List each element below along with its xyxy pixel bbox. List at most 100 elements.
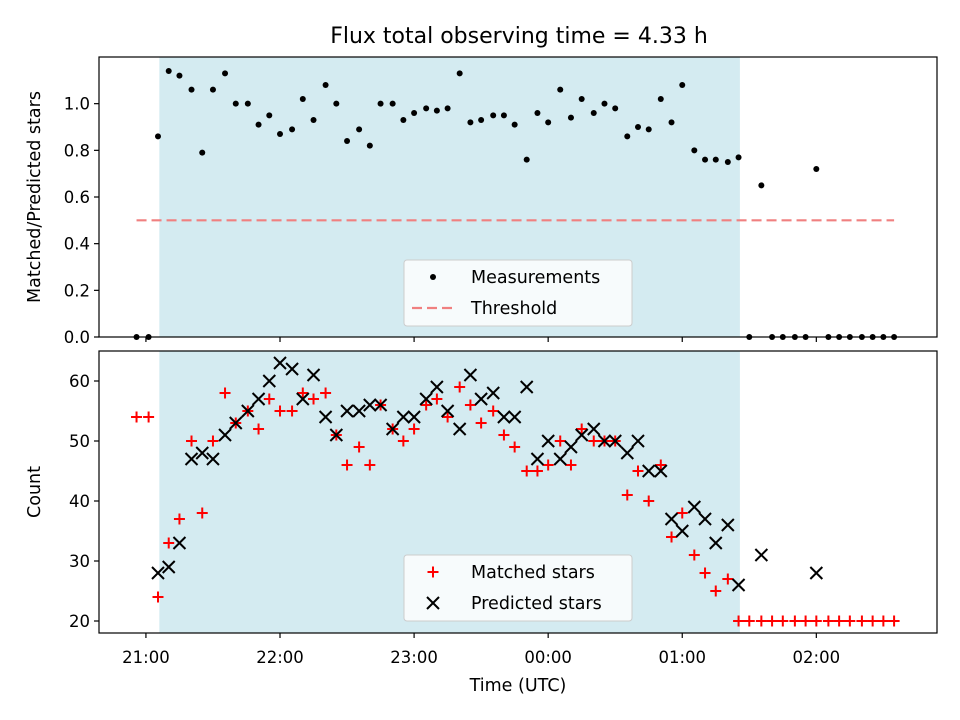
predicted-star-point [520, 380, 534, 394]
matched-star-point [867, 615, 879, 627]
matched-star-point [733, 615, 745, 627]
predicted-star-point [195, 446, 209, 460]
matched-star-point [632, 465, 644, 477]
matched-star-point [576, 423, 588, 435]
matched-star-point [173, 513, 185, 525]
matched-star-point [408, 423, 420, 435]
measurement-point [289, 126, 296, 133]
measurement-point [679, 82, 686, 88]
measurement-point [534, 110, 541, 116]
matched-star-point [131, 411, 143, 423]
y-tick-label: 30 [69, 552, 90, 571]
measurement-point [712, 156, 719, 163]
matched-star-point [464, 399, 476, 411]
predicted-star-point [306, 368, 321, 382]
matched-star-point [666, 531, 678, 543]
y-tick-label: 1.0 [64, 95, 90, 114]
measurement-point [601, 100, 608, 107]
matched-star-point [621, 489, 633, 501]
measurement-point [199, 149, 206, 156]
matched-star-point [487, 405, 499, 417]
matched-star-point [531, 465, 543, 477]
matched-star-point [442, 411, 454, 423]
y-tick-label: 40 [69, 492, 90, 511]
predicted-star-point [597, 434, 612, 448]
chart-title: Flux total observing time = 4.33 h [330, 24, 708, 49]
y-axis-label: Count [25, 466, 45, 518]
y-tick-label: 0.0 [64, 328, 90, 347]
predicted-star-point [664, 512, 679, 526]
predicted-star-point [296, 392, 310, 406]
predicted-star-point [218, 428, 232, 442]
y-axis-label: Matched/Predicted stars [25, 91, 45, 303]
predicted-star-point [564, 440, 578, 454]
predicted-star-point [754, 548, 769, 562]
predicted-star-point [642, 464, 656, 478]
matched-star-point [420, 399, 432, 411]
x-axis-label: Time (UTC) [469, 676, 567, 696]
matched-star-point [554, 435, 566, 447]
y-tick-label: 0.8 [64, 141, 90, 160]
measurement-point [333, 100, 340, 107]
measurement-point [702, 156, 709, 163]
matched-star-point [789, 615, 801, 627]
legend-box [403, 259, 633, 327]
measurement-point [612, 105, 619, 112]
matched-star-point [565, 459, 577, 471]
matched-star-point [274, 405, 286, 417]
legend: Matched stars Predicted stars [403, 554, 633, 622]
predicted-star-point [396, 410, 411, 424]
measurement-point [377, 100, 384, 107]
measurement-point [176, 72, 183, 79]
x-tick-label: 00:00 [524, 648, 572, 667]
matched-star-point [253, 423, 265, 435]
measurement-point [389, 100, 396, 107]
predicted-star-point [553, 452, 567, 466]
predicted-star-point [608, 434, 622, 448]
predicted-star-point [721, 518, 735, 532]
measurement-point [209, 86, 216, 93]
matched-star-point [163, 537, 175, 549]
axes-frame [98, 350, 938, 634]
bottom-panel: 20 30 40 50 60 21:00 22:00 23:00 00:00 01:00 02:00… [25, 350, 938, 696]
measurement-point [724, 159, 731, 165]
measurement-point [411, 110, 418, 116]
measurement-point [645, 126, 652, 133]
measurement-point [444, 105, 451, 112]
legend-box [403, 554, 633, 622]
measurement-point [735, 154, 742, 161]
series-measurements [133, 68, 898, 340]
matched-star-point [207, 435, 219, 447]
predicted-star-point [229, 416, 243, 430]
measurement-point [400, 117, 407, 123]
measurement-point [433, 107, 440, 114]
measurement-point [813, 166, 820, 172]
matched-star-point [722, 573, 734, 585]
predicted-star-point [407, 410, 421, 424]
measurement-point [578, 96, 585, 102]
y-tick-label: 60 [69, 372, 90, 391]
predicted-star-point [352, 404, 366, 418]
legend-marker-plus [427, 566, 439, 578]
predicted-star-point [151, 566, 165, 580]
matched-star-point [699, 567, 711, 579]
y-tick-label: 0.2 [64, 281, 90, 300]
measurement-point [478, 117, 485, 123]
measurement-point [545, 119, 552, 126]
matched-star-point [755, 615, 767, 627]
measurement-point [657, 96, 664, 102]
matched-star-point [308, 393, 320, 405]
predicted-star-point [541, 434, 555, 448]
measurement-point [366, 142, 373, 149]
x-tick-label: 01:00 [658, 648, 706, 667]
predicted-star-point [497, 410, 511, 424]
measurement-point [668, 119, 675, 126]
predicted-star-point [474, 392, 488, 406]
measurement-point [758, 182, 765, 189]
predicted-star-point [809, 566, 824, 580]
matched-star-point [521, 465, 533, 477]
measurement-point [232, 100, 239, 107]
legend-marker-dot [430, 274, 436, 280]
measurement-point [423, 105, 430, 112]
matched-star-point [688, 549, 700, 561]
